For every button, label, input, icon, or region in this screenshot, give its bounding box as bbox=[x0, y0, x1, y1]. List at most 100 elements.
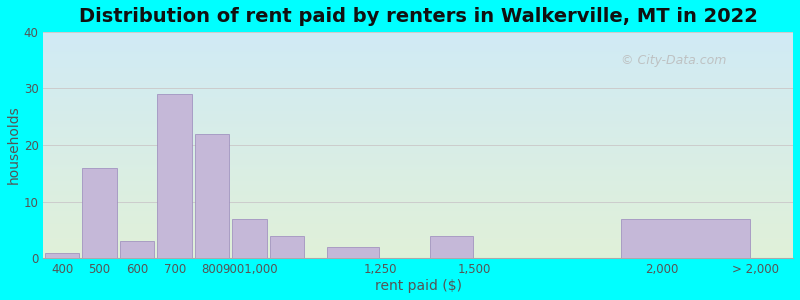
Bar bbox=[43, 57, 793, 59]
Bar bbox=[43, 91, 793, 93]
Bar bbox=[120, 242, 154, 258]
Bar bbox=[43, 43, 793, 45]
Bar bbox=[43, 86, 793, 88]
Bar bbox=[43, 75, 793, 77]
Bar bbox=[43, 245, 793, 247]
Bar bbox=[43, 143, 793, 145]
Bar bbox=[43, 211, 793, 213]
Bar bbox=[43, 220, 793, 222]
Bar bbox=[43, 77, 793, 79]
Bar bbox=[43, 186, 793, 188]
Bar bbox=[43, 177, 793, 179]
Bar bbox=[43, 36, 793, 38]
Bar bbox=[43, 52, 793, 54]
Bar bbox=[43, 213, 793, 215]
Y-axis label: households: households bbox=[7, 106, 21, 184]
Bar bbox=[43, 204, 793, 206]
Bar bbox=[43, 106, 793, 109]
Bar bbox=[43, 175, 793, 177]
Bar bbox=[43, 202, 793, 204]
Bar bbox=[43, 247, 793, 249]
Bar bbox=[43, 236, 793, 238]
Bar bbox=[82, 168, 117, 258]
Bar bbox=[43, 38, 793, 41]
Bar bbox=[43, 193, 793, 195]
Bar bbox=[270, 236, 304, 258]
Bar bbox=[43, 127, 793, 129]
Bar bbox=[43, 231, 793, 233]
Bar bbox=[195, 134, 230, 258]
Bar bbox=[43, 168, 793, 170]
Bar bbox=[43, 100, 793, 102]
Bar bbox=[43, 50, 793, 52]
Bar bbox=[43, 206, 793, 208]
Bar bbox=[43, 188, 793, 190]
Text: © City-Data.com: © City-Data.com bbox=[621, 54, 726, 67]
Bar bbox=[43, 163, 793, 165]
Bar bbox=[43, 41, 793, 43]
X-axis label: rent paid ($): rent paid ($) bbox=[374, 279, 462, 293]
Bar bbox=[43, 184, 793, 186]
Title: Distribution of rent paid by renters in Walkerville, MT in 2022: Distribution of rent paid by renters in … bbox=[79, 7, 758, 26]
Bar bbox=[43, 98, 793, 100]
Bar bbox=[43, 240, 793, 242]
Bar bbox=[43, 242, 793, 245]
Bar bbox=[43, 122, 793, 124]
Bar bbox=[43, 181, 793, 184]
Bar bbox=[43, 34, 793, 36]
Bar bbox=[43, 68, 793, 70]
Bar bbox=[43, 131, 793, 134]
Bar bbox=[43, 229, 793, 231]
Bar bbox=[232, 219, 267, 258]
Bar bbox=[43, 222, 793, 224]
Bar bbox=[43, 172, 793, 175]
Bar bbox=[43, 113, 793, 116]
Bar bbox=[43, 111, 793, 113]
Bar bbox=[43, 159, 793, 161]
Bar bbox=[43, 165, 793, 168]
Bar bbox=[43, 138, 793, 140]
Bar bbox=[43, 124, 793, 127]
Bar bbox=[43, 79, 793, 82]
Bar bbox=[43, 66, 793, 68]
Bar bbox=[43, 70, 793, 73]
Bar bbox=[43, 93, 793, 95]
Bar bbox=[43, 59, 793, 61]
Bar bbox=[43, 118, 793, 120]
Bar bbox=[43, 238, 793, 240]
Bar bbox=[43, 208, 793, 211]
Bar bbox=[43, 120, 793, 122]
Bar bbox=[43, 152, 793, 154]
Bar bbox=[43, 218, 793, 220]
Bar bbox=[43, 104, 793, 106]
Bar bbox=[43, 134, 793, 136]
Bar bbox=[43, 252, 793, 254]
Bar bbox=[43, 195, 793, 197]
Bar bbox=[43, 84, 793, 86]
Bar bbox=[43, 73, 793, 75]
Bar bbox=[43, 82, 793, 84]
Bar bbox=[621, 219, 750, 258]
Bar bbox=[43, 161, 793, 163]
Bar bbox=[43, 154, 793, 156]
Bar bbox=[43, 47, 793, 50]
Bar bbox=[43, 147, 793, 150]
Bar bbox=[43, 150, 793, 152]
Bar bbox=[43, 88, 793, 91]
Bar bbox=[327, 247, 378, 258]
Bar bbox=[430, 236, 473, 258]
Bar bbox=[43, 227, 793, 229]
Bar bbox=[43, 190, 793, 193]
Bar bbox=[43, 129, 793, 131]
Bar bbox=[43, 136, 793, 138]
Bar bbox=[43, 54, 793, 57]
Bar bbox=[43, 32, 793, 34]
Bar bbox=[43, 233, 793, 236]
Bar bbox=[43, 256, 793, 258]
Bar bbox=[43, 116, 793, 118]
Bar bbox=[43, 45, 793, 47]
Bar bbox=[43, 95, 793, 98]
Bar bbox=[43, 179, 793, 181]
Bar bbox=[43, 224, 793, 227]
Bar bbox=[45, 253, 79, 258]
